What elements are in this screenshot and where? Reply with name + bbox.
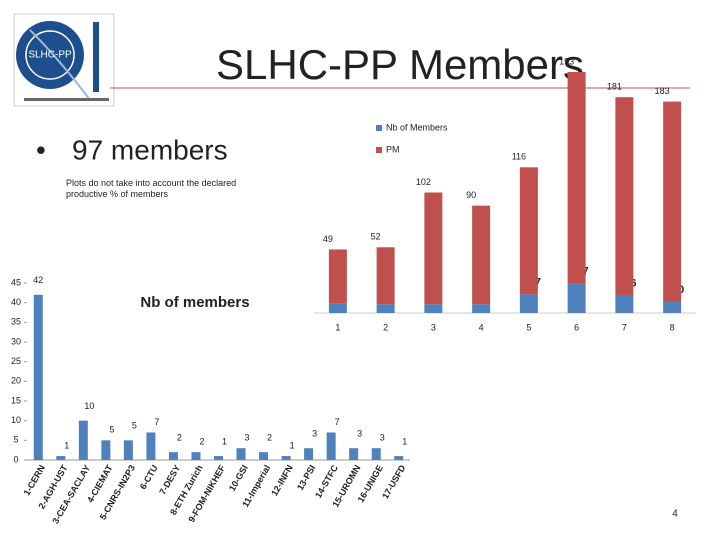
bar-segment — [328, 249, 347, 304]
data-label: 5 — [109, 425, 114, 435]
data-label: 181 — [607, 82, 622, 92]
bar-segment — [328, 303, 347, 313]
data-label: 183 — [655, 86, 670, 96]
x-tick-label: 5 — [526, 322, 531, 332]
bar — [371, 448, 381, 460]
data-label: 102 — [416, 177, 431, 187]
data-label: 3 — [245, 433, 250, 443]
bullet-text: 97 members — [72, 134, 228, 165]
bar — [146, 432, 156, 460]
y-tick-label: 15 — [11, 395, 21, 405]
data-label: 42 — [33, 275, 43, 285]
bar-segment — [424, 304, 443, 313]
bar — [33, 294, 43, 460]
slide-title: SLHC-PP Members — [216, 41, 584, 88]
legend-label: Nb of Members — [386, 122, 448, 132]
note: Plots do not take into account the decla… — [66, 178, 237, 199]
data-label: 1 — [290, 440, 295, 450]
data-label: 5 — [132, 421, 137, 431]
legend-label: PM — [386, 144, 400, 154]
data-label: 116 — [512, 152, 526, 162]
bar-segment — [663, 302, 682, 313]
bullet-marker: • — [36, 134, 46, 165]
bar-segment — [519, 167, 538, 295]
data-label: 1 — [64, 440, 69, 450]
data-label: 10 — [84, 401, 94, 411]
bar-segment — [615, 295, 634, 313]
bar — [191, 452, 201, 460]
bar-segment — [567, 72, 586, 284]
y-tick-label: 40 — [11, 297, 21, 307]
bar-segment — [472, 304, 491, 313]
x-tick-label: 3 — [431, 322, 436, 332]
bar-segment — [567, 283, 586, 313]
data-label: 3 — [312, 429, 317, 439]
y-tick-label: 5 — [13, 435, 18, 445]
bar — [78, 420, 88, 460]
bar-segment — [376, 304, 395, 313]
bar-segment — [519, 294, 538, 313]
bar — [281, 456, 291, 460]
y-tick-label: 45 — [11, 277, 21, 287]
bar — [214, 456, 223, 460]
data-label: 2 — [199, 437, 204, 447]
bar — [168, 452, 178, 460]
data-label: 3 — [380, 433, 385, 443]
bar-segment — [424, 192, 443, 305]
data-label: 1 — [222, 436, 227, 446]
bar — [349, 448, 359, 460]
x-tick-label: 2 — [383, 322, 388, 332]
data-label: 90 — [466, 190, 476, 200]
bar-segment — [663, 101, 682, 303]
y-tick-label: 0 — [13, 454, 18, 464]
chart-title: Nb of members — [140, 294, 249, 311]
x-tick-label: 1 — [335, 322, 340, 332]
svg-text:SLHC-PP: SLHC-PP — [28, 50, 72, 61]
data-label: 7 — [335, 417, 340, 427]
bar-segment — [472, 205, 491, 305]
x-tick-label: 8 — [670, 322, 675, 332]
y-tick-label: 25 — [11, 356, 21, 366]
y-tick-label: 10 — [11, 415, 21, 425]
x-tick-label: 7-DESY — [157, 463, 182, 496]
x-tick-label: 12-INFN — [269, 463, 295, 497]
data-label: 1 — [402, 436, 407, 446]
y-tick-label: 20 — [11, 376, 21, 386]
data-label: 2 — [267, 433, 272, 443]
bar-segment — [376, 247, 395, 305]
bar — [101, 440, 111, 460]
logo: SLHC-PP — [13, 13, 115, 107]
data-label: 2 — [177, 433, 182, 443]
bar — [123, 440, 133, 460]
x-tick-label: 13-PSI — [295, 463, 317, 492]
bar — [56, 456, 66, 460]
data-label: 49 — [323, 234, 333, 244]
bar — [236, 448, 246, 460]
legend-swatch — [376, 147, 382, 153]
bar-segment — [615, 97, 634, 296]
page-number: 4 — [672, 509, 678, 520]
data-label: 52 — [371, 232, 381, 242]
bar — [304, 448, 314, 460]
note-box: Plots do not take into account the decla… — [66, 178, 237, 199]
x-tick-label: 4 — [479, 322, 484, 332]
bar — [259, 452, 269, 460]
data-label: 3 — [357, 429, 362, 439]
bar — [394, 456, 404, 460]
x-tick-label: 6-CTU — [138, 463, 160, 491]
bar — [326, 432, 336, 460]
x-tick-label: 7 — [622, 322, 627, 332]
data-label: 7 — [154, 417, 159, 427]
data-label: 193 — [559, 56, 574, 66]
y-tick-label: 30 — [11, 336, 21, 346]
legend-swatch — [376, 125, 382, 131]
y-tick-label: 35 — [11, 317, 21, 327]
x-tick-label: 6 — [574, 322, 579, 332]
x-tick-label: 10-GSI — [227, 463, 250, 493]
